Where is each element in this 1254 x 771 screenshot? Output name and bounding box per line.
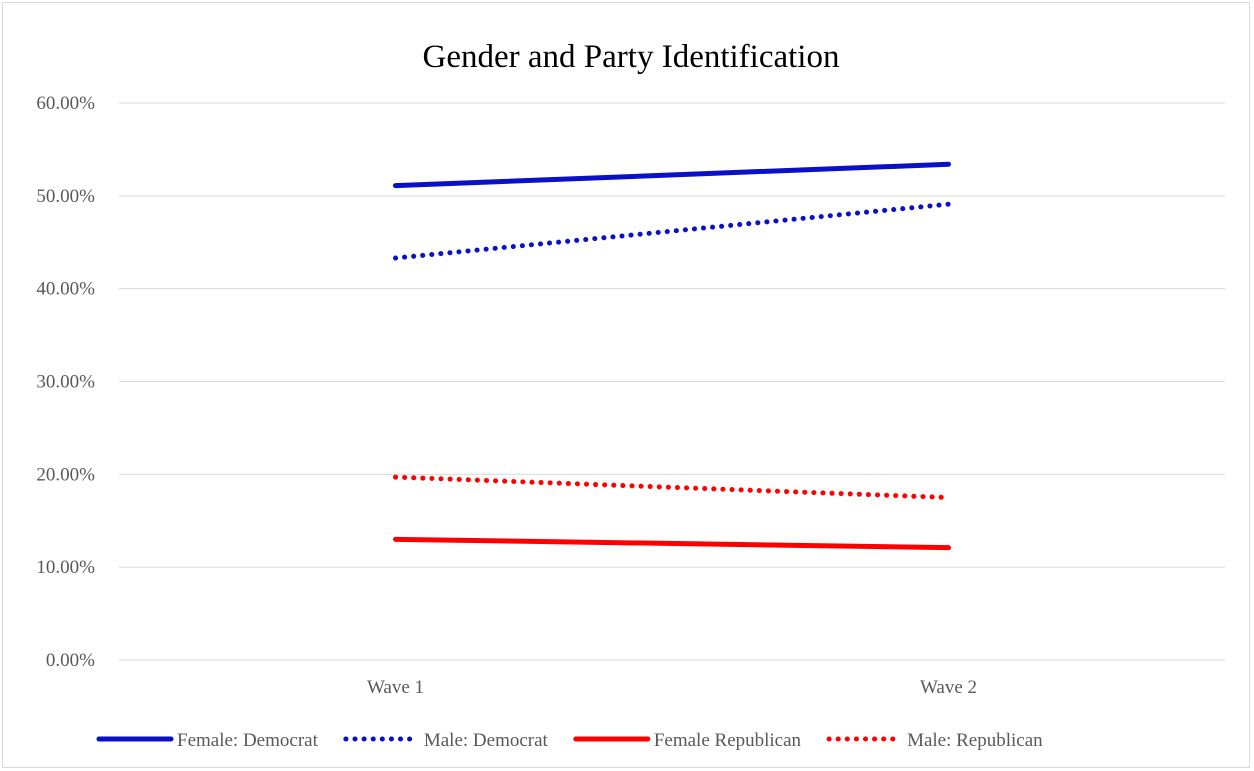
line-chart: Gender and Party Identification 0.00% 10.… bbox=[36, 39, 1225, 751]
legend-label: Female: Democrat bbox=[177, 730, 319, 751]
series-line-female-democrat bbox=[393, 161, 951, 189]
y-tick-label: 30.00% bbox=[36, 372, 95, 393]
x-tick-label: Wave 2 bbox=[920, 677, 977, 698]
x-tick-label: Wave 1 bbox=[367, 677, 424, 698]
y-axis-ticks: 0.00% 10.00% 20.00% 30.00% 40.00% 50.00% 60.00… bbox=[36, 93, 95, 671]
legend-label: Female Republican bbox=[654, 730, 802, 751]
y-tick-label: 50.00% bbox=[36, 186, 95, 207]
series-line-male-republican bbox=[393, 474, 951, 501]
chart-title: Gender and Party Identification bbox=[423, 39, 840, 75]
legend-label: Male: Democrat bbox=[424, 730, 549, 751]
y-tick-label: 0.00% bbox=[46, 650, 95, 671]
y-tick-label: 40.00% bbox=[36, 279, 95, 300]
series-line-male-democrat bbox=[393, 201, 951, 261]
series-line-female-republican bbox=[393, 536, 951, 551]
x-axis-ticks: Wave 1 Wave 2 bbox=[367, 677, 977, 698]
series-lines bbox=[393, 161, 951, 551]
legend-label: Male: Republican bbox=[907, 730, 1043, 751]
y-tick-label: 20.00% bbox=[36, 464, 95, 485]
y-tick-label: 60.00% bbox=[36, 93, 95, 114]
grid-lines bbox=[119, 102, 1225, 661]
y-tick-label: 10.00% bbox=[36, 557, 95, 578]
legend: Female: Democrat Male: Democrat Female Rep… bbox=[96, 730, 1043, 751]
